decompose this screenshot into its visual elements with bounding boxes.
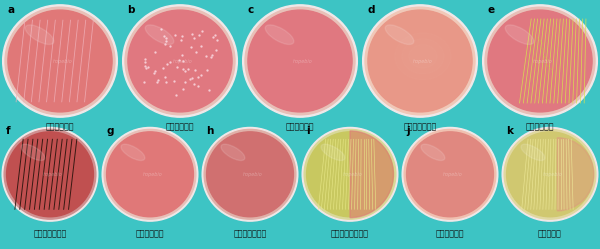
Text: k: k <box>506 126 513 136</box>
Text: 产气肠杆菌: 产气肠杆菌 <box>538 230 562 239</box>
Ellipse shape <box>128 10 232 112</box>
Text: hopebio: hopebio <box>343 172 362 177</box>
Text: 肺炎克雷伯氏菌: 肺炎克雷伯氏菌 <box>233 230 266 239</box>
Text: 弗氏柠橬酸盐杆菌: 弗氏柠橬酸盐杆菌 <box>331 230 369 239</box>
Text: e: e <box>487 5 494 15</box>
Ellipse shape <box>385 25 414 45</box>
Ellipse shape <box>302 127 398 221</box>
Ellipse shape <box>402 39 444 74</box>
Ellipse shape <box>242 5 358 117</box>
Ellipse shape <box>4 129 96 219</box>
Text: h: h <box>206 126 214 136</box>
Ellipse shape <box>409 45 437 68</box>
Text: a: a <box>7 5 14 15</box>
Text: j: j <box>406 126 410 136</box>
Text: 铜绻假单胞菌: 铜绻假单胞菌 <box>436 230 464 239</box>
Text: 奇异变形杆菌: 奇异变形杆菌 <box>136 230 164 239</box>
Text: hopebio: hopebio <box>542 172 562 177</box>
Ellipse shape <box>362 5 478 117</box>
Ellipse shape <box>122 5 238 117</box>
Ellipse shape <box>248 10 352 112</box>
Text: d: d <box>367 5 375 15</box>
Text: 福氏志賀氏菌: 福氏志賀氏菌 <box>46 123 74 131</box>
Ellipse shape <box>5 7 115 115</box>
Ellipse shape <box>421 144 445 161</box>
Ellipse shape <box>265 25 294 45</box>
Ellipse shape <box>307 132 394 217</box>
Text: 金黄色葡萄球菌: 金黄色葡萄球菌 <box>403 123 437 131</box>
Ellipse shape <box>304 129 396 219</box>
Ellipse shape <box>404 129 496 219</box>
Ellipse shape <box>204 129 296 219</box>
Text: 大腸埃希氏菌: 大腸埃希氏菌 <box>526 123 554 131</box>
Wedge shape <box>350 131 394 218</box>
Ellipse shape <box>368 10 472 112</box>
Ellipse shape <box>206 132 293 217</box>
Ellipse shape <box>2 127 98 221</box>
Ellipse shape <box>502 127 598 221</box>
Ellipse shape <box>107 132 193 217</box>
Text: hopebio: hopebio <box>293 59 313 63</box>
Ellipse shape <box>221 144 245 161</box>
Ellipse shape <box>407 132 493 217</box>
Ellipse shape <box>125 7 235 115</box>
Text: i: i <box>306 126 310 136</box>
Text: c: c <box>247 5 254 15</box>
Text: f: f <box>6 126 11 136</box>
Text: hopebio: hopebio <box>173 59 193 63</box>
Text: hopebio: hopebio <box>242 172 262 177</box>
Ellipse shape <box>202 127 298 221</box>
Text: b: b <box>127 5 135 15</box>
Ellipse shape <box>482 5 598 117</box>
Ellipse shape <box>485 7 595 115</box>
Ellipse shape <box>145 25 174 45</box>
Ellipse shape <box>321 144 345 161</box>
Ellipse shape <box>505 25 534 45</box>
Ellipse shape <box>7 132 94 217</box>
Text: hopebio: hopebio <box>443 172 463 177</box>
Wedge shape <box>557 138 594 211</box>
Ellipse shape <box>25 25 54 45</box>
Ellipse shape <box>506 132 593 217</box>
Ellipse shape <box>102 127 198 221</box>
Ellipse shape <box>121 144 145 161</box>
Ellipse shape <box>2 5 118 117</box>
Ellipse shape <box>521 144 545 161</box>
Text: hopebio: hopebio <box>143 172 163 177</box>
Text: hopebio: hopebio <box>413 59 433 63</box>
Ellipse shape <box>245 7 355 115</box>
Ellipse shape <box>365 7 475 115</box>
Text: hopebio: hopebio <box>53 59 73 63</box>
Ellipse shape <box>402 127 498 221</box>
Text: hopebio: hopebio <box>43 172 62 177</box>
Text: g: g <box>106 126 113 136</box>
Text: 病疾志賀氏菌: 病疾志賀氏菌 <box>166 123 194 131</box>
Ellipse shape <box>21 144 45 161</box>
Ellipse shape <box>395 33 451 80</box>
Text: 鼠伤寒沙门氏菌: 鼠伤寒沙门氏菌 <box>34 230 67 239</box>
Text: 宋内志賀氏菌: 宋内志賀氏菌 <box>286 123 314 131</box>
Ellipse shape <box>104 129 196 219</box>
Text: hopebio: hopebio <box>533 59 553 63</box>
Ellipse shape <box>8 10 112 112</box>
Ellipse shape <box>488 10 592 112</box>
Ellipse shape <box>504 129 596 219</box>
